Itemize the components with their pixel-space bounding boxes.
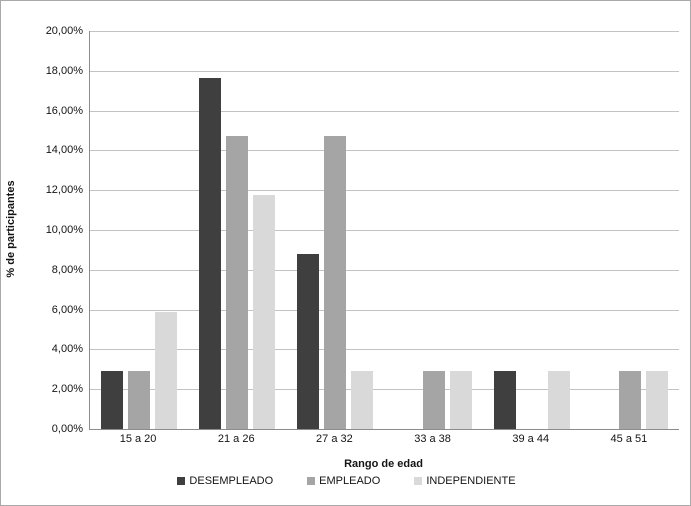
bar-group-15-a-20 [90,31,188,429]
bar-independiente-33-a-38[interactable] [449,370,472,429]
bar-group-39-a-44 [483,31,581,429]
y-tick-label: 18,00% [45,65,83,77]
y-tick-label: 16,00% [45,105,83,117]
y-axis-title: % de participantes [5,180,17,278]
legend-label: EMPLEADO [319,475,381,487]
y-tick-label: 10,00% [45,224,83,236]
bar-desempleado-39-a-44[interactable] [493,370,516,429]
plot-area [89,31,679,430]
legend-swatch-icon [307,477,316,485]
gridline [90,349,679,350]
y-tick-label: 0,00% [51,423,83,435]
bar-independiente-27-a-32[interactable] [351,370,374,429]
x-tick-label: 45 a 51 [610,433,648,445]
legend: DESEMPLEADO EMPLEADO INDEPENDIENTE [1,475,690,487]
gridline [90,389,679,390]
x-tick-label: 33 a 38 [414,433,451,445]
bar-group-21-a-26 [188,31,286,429]
legend-label: DESEMPLEADO [189,475,274,487]
gridline [90,150,679,151]
gridline [90,310,679,311]
bar-empleado-45-a-51[interactable] [618,370,641,429]
y-tick-label: 14,00% [45,144,83,156]
bar-independiente-39-a-44[interactable] [547,370,570,429]
gridline [90,31,679,32]
y-tick-label: 12,00% [45,184,83,196]
bar-group-45-a-51 [581,31,679,429]
y-tick-label: 4,00% [51,343,83,355]
gridline [90,230,679,231]
bar-group-27-a-32 [286,31,384,429]
gridline [90,71,679,72]
y-tick-label: 2,00% [51,383,83,395]
bar-independiente-15-a-20[interactable] [155,312,178,429]
bar-empleado-15-a-20[interactable] [128,370,151,429]
bar-group-33-a-38 [385,31,483,429]
gridline [90,111,679,112]
gridline [90,190,679,191]
x-tick-label: 21 a 26 [217,433,255,445]
legend-item-independiente[interactable]: INDEPENDIENTE [414,475,516,487]
x-tick-label: 27 a 32 [316,433,353,445]
legend-swatch-icon [177,477,186,485]
y-tick-label: 6,00% [51,304,83,316]
y-tick-label: 20,00% [45,25,83,37]
bar-empleado-27-a-32[interactable] [324,136,347,429]
bar-desempleado-27-a-32[interactable] [297,253,320,429]
legend-swatch-icon [414,477,423,485]
bar-empleado-33-a-38[interactable] [422,370,445,429]
bar-desempleado-15-a-20[interactable] [101,370,124,429]
bar-independiente-45-a-51[interactable] [645,370,668,429]
x-axis-title: Rango de edad [344,458,423,470]
legend-item-desempleado[interactable]: DESEMPLEADO [177,475,273,487]
y-tick-label: 8,00% [51,264,83,276]
gridline [90,270,679,271]
x-tick-label: 39 a 44 [512,433,550,445]
bar-empleado-21-a-26[interactable] [226,136,249,429]
x-tick-label: 15 a 20 [119,433,157,445]
legend-label: INDEPENDIENTE [426,475,516,487]
legend-item-empleado[interactable]: EMPLEADO [307,475,380,487]
bar-independiente-21-a-26[interactable] [253,195,276,429]
bar-desempleado-21-a-26[interactable] [199,77,222,429]
